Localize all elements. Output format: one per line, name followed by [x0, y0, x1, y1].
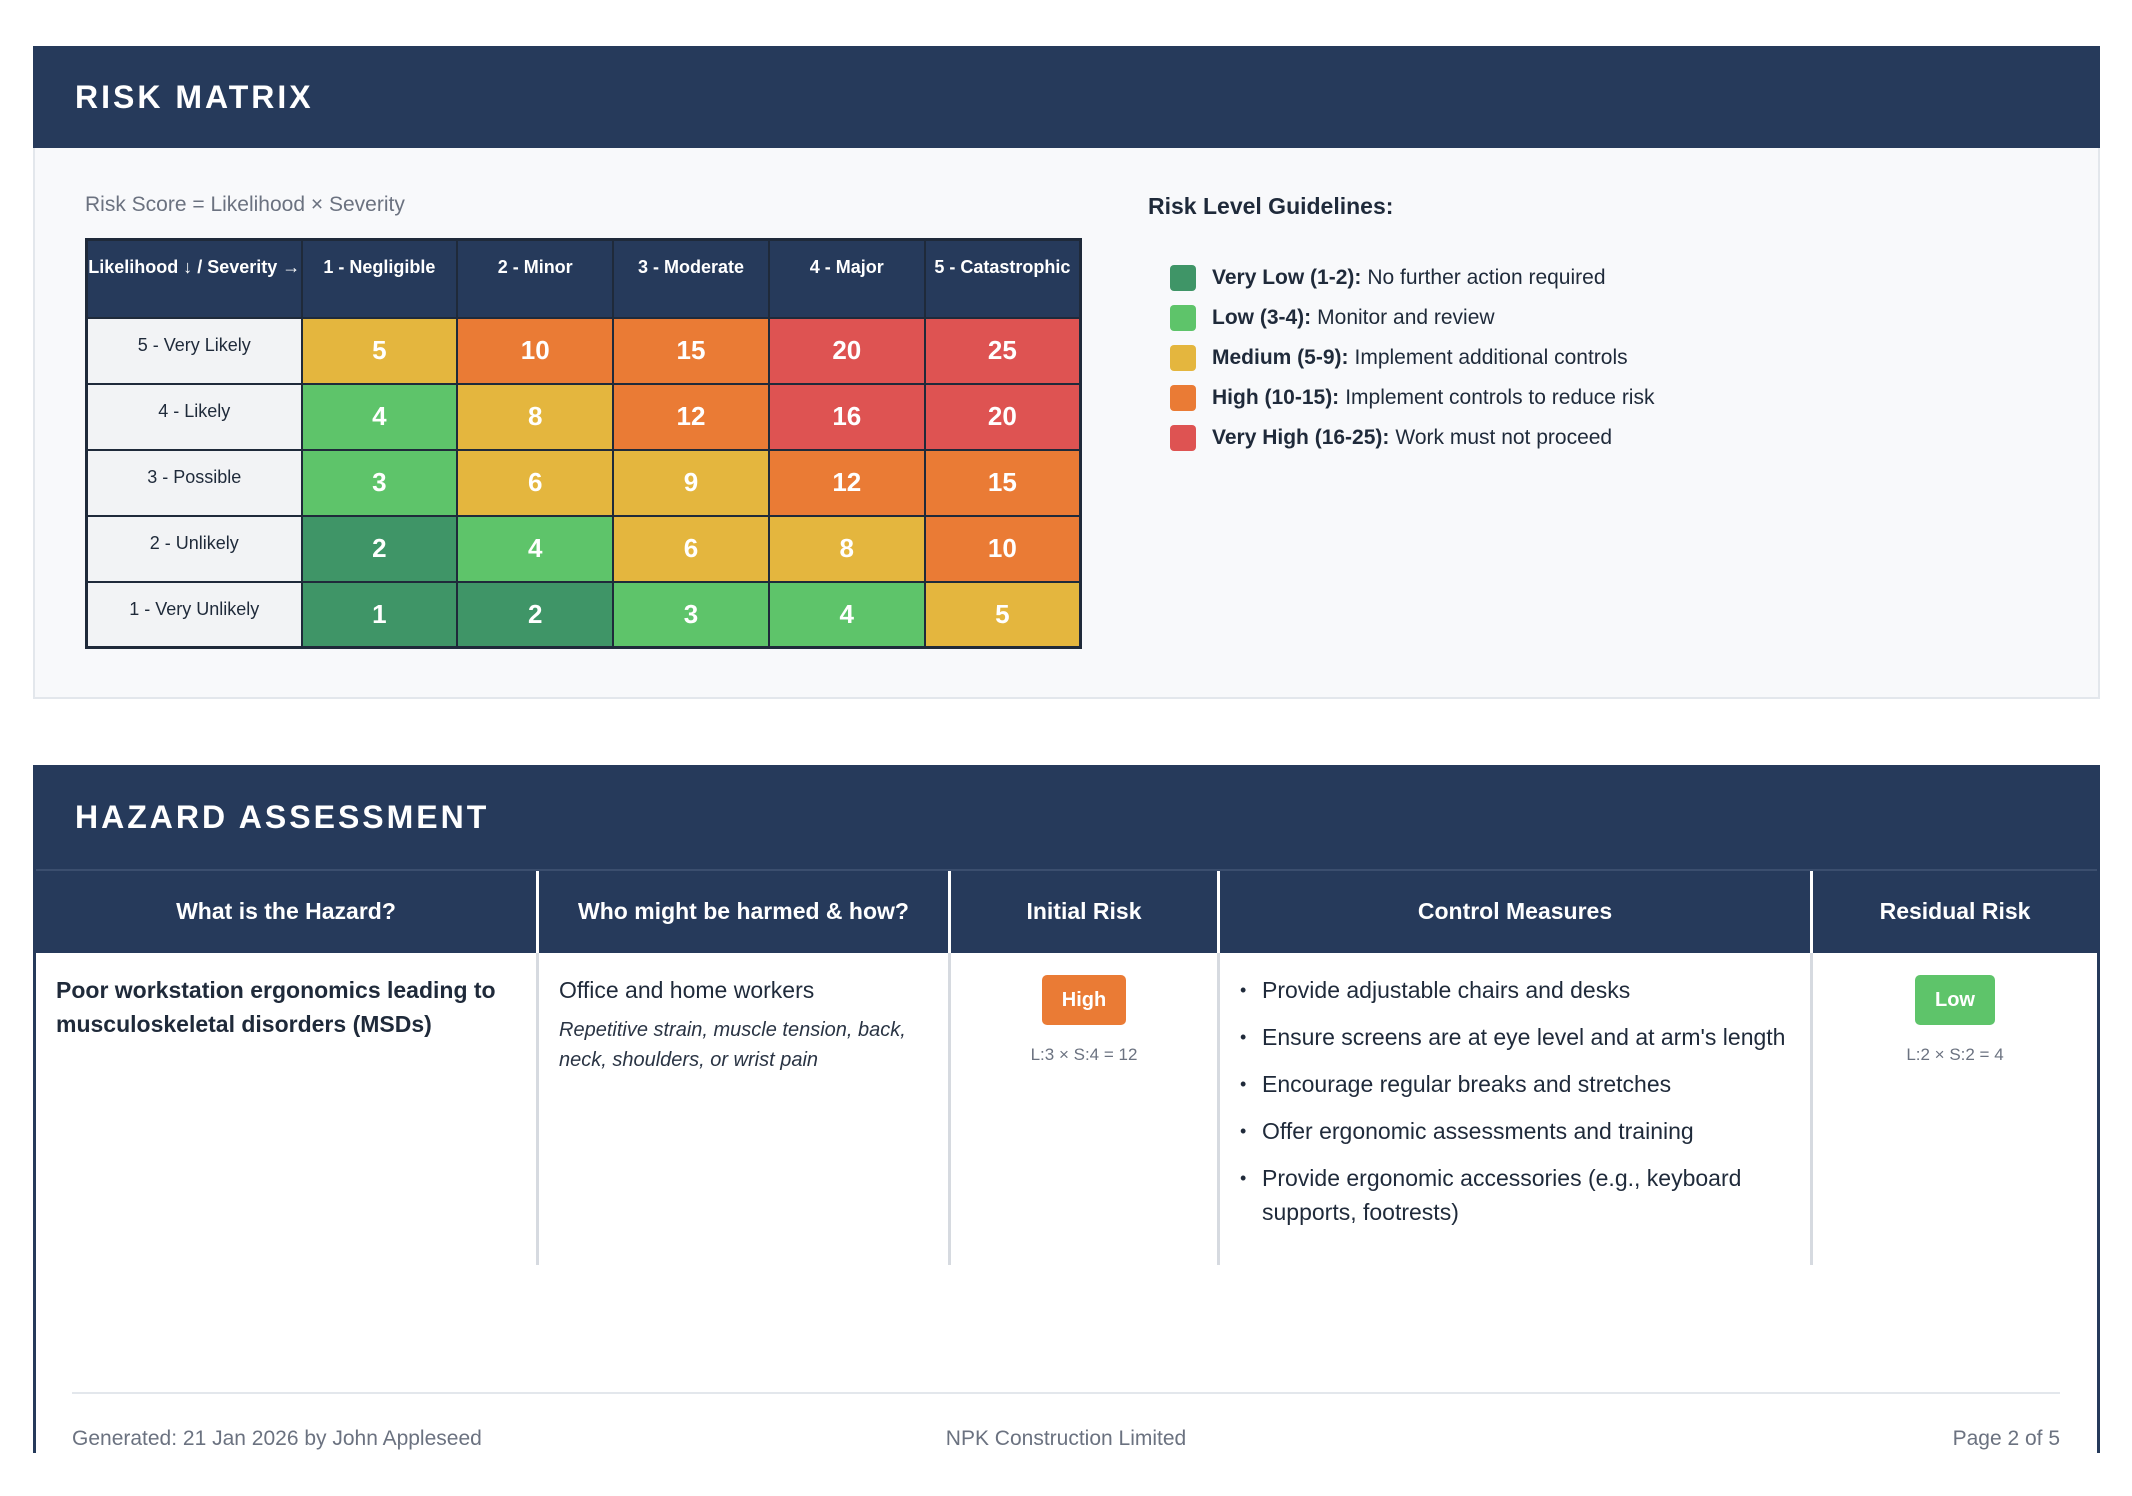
controls-cell: Provide adjustable chairs and desks Ensu… — [1220, 953, 1813, 1265]
matrix-cell: 3 — [612, 580, 770, 649]
list-item: Ensure screens are at eye level and at a… — [1240, 1020, 1790, 1054]
guideline-level: Medium (5-9): — [1212, 346, 1349, 369]
matrix-cell: 8 — [767, 514, 926, 583]
matrix-cell: 5 — [923, 580, 1082, 649]
footer-page-number: Page 2 of 5 — [1952, 1427, 2060, 1450]
matrix-cell: 4 — [456, 514, 615, 583]
who-harmed: Office and home workers — [559, 977, 815, 1003]
matrix-cell: 20 — [923, 382, 1082, 451]
guideline-level: High (10-15): — [1212, 386, 1340, 409]
guideline-level: Low (3-4): — [1212, 306, 1312, 329]
residual-risk-badge: Low — [1915, 975, 1995, 1025]
matrix-row: 4 - Likely 4 8 12 16 20 — [85, 382, 1082, 451]
guideline-item: High (10-15): Implement controls to redu… — [1170, 378, 1654, 418]
matrix-cell: 1 — [300, 580, 459, 649]
hazard-assessment-table: What is the Hazard? Who might be harmed … — [33, 869, 2100, 1453]
risk-matrix-panel: Risk Score = Likelihood × Severity Likel… — [33, 148, 2100, 699]
matrix-cell: 20 — [767, 316, 926, 385]
matrix-row: 2 - Unlikely 2 4 6 8 10 — [85, 514, 1082, 583]
likelihood-label: 4 - Likely — [85, 382, 303, 451]
guideline-text: No further action required — [1367, 266, 1606, 289]
severity-header: 1 - Negligible — [300, 238, 459, 319]
guideline-text: Implement controls to reduce risk — [1345, 386, 1655, 409]
residual-risk-calc: L:2 × S:2 = 4 — [1906, 1045, 2004, 1064]
guideline-item: Very Low (1-2): No further action requir… — [1170, 258, 1654, 298]
footer-divider — [72, 1392, 2060, 1394]
matrix-cell: 2 — [456, 580, 615, 649]
matrix-cell: 12 — [612, 382, 770, 451]
hazard-description: Poor workstation ergonomics leading to m… — [56, 977, 496, 1037]
severity-header: 4 - Major — [767, 238, 926, 319]
matrix-cell: 4 — [767, 580, 926, 649]
guideline-item: Low (3-4): Monitor and review — [1170, 298, 1654, 338]
matrix-cell: 8 — [456, 382, 615, 451]
risk-matrix-header: RISK MATRIX — [33, 46, 2100, 148]
likelihood-label: 2 - Unlikely — [85, 514, 303, 583]
matrix-cell: 3 — [300, 448, 459, 517]
column-header-controls: Control Measures — [1220, 871, 1813, 953]
table-row: Poor workstation ergonomics leading to m… — [36, 953, 2097, 1265]
matrix-cell: 5 — [300, 316, 459, 385]
low-swatch — [1170, 305, 1196, 331]
matrix-cell: 6 — [456, 448, 615, 517]
matrix-cell: 2 — [300, 514, 459, 583]
likelihood-label: 1 - Very Unlikely — [85, 580, 303, 649]
column-header-who: Who might be harmed & how? — [539, 871, 951, 953]
guideline-item: Very High (16-25): Work must not proceed — [1170, 418, 1654, 458]
initial-risk-calc: L:3 × S:4 = 12 — [1030, 1045, 1138, 1064]
matrix-cell: 25 — [923, 316, 1082, 385]
very-high-swatch — [1170, 425, 1196, 451]
matrix-cell: 16 — [767, 382, 926, 451]
who-cell: Office and home workers Repetitive strai… — [539, 953, 951, 1265]
guideline-level: Very High (16-25): — [1212, 426, 1390, 449]
list-item: Encourage regular breaks and stretches — [1240, 1067, 1790, 1101]
guideline-level: Very Low (1-2): — [1212, 266, 1362, 289]
footer-company: NPK Construction Limited — [945, 1427, 1187, 1450]
list-item: Offer ergonomic assessments and training — [1240, 1114, 1790, 1148]
matrix-cell: 10 — [923, 514, 1082, 583]
risk-formula: Risk Score = Likelihood × Severity — [85, 193, 405, 216]
matrix-cell: 4 — [300, 382, 459, 451]
hazard-table-header: What is the Hazard? Who might be harmed … — [36, 869, 2097, 953]
matrix-row: 5 - Very Likely 5 10 15 20 25 — [85, 316, 1082, 385]
matrix-cell: 6 — [612, 514, 770, 583]
guideline-text: Implement additional controls — [1354, 346, 1628, 369]
matrix-row: 1 - Very Unlikely 1 2 3 4 5 — [85, 580, 1082, 649]
hazard-assessment-header: HAZARD ASSESSMENT — [33, 765, 2100, 869]
high-swatch — [1170, 385, 1196, 411]
matrix-row: 3 - Possible 3 6 9 12 15 — [85, 448, 1082, 517]
severity-header: 5 - Catastrophic — [923, 238, 1082, 319]
initial-risk-badge: High — [1041, 975, 1127, 1025]
how-harmed: Repetitive strain, muscle tension, back,… — [559, 1019, 906, 1071]
footer-generated: Generated: 21 Jan 2026 by John Appleseed — [72, 1427, 482, 1450]
column-header-hazard: What is the Hazard? — [36, 871, 539, 953]
column-header-initial-risk: Initial Risk — [951, 871, 1220, 953]
medium-swatch — [1170, 345, 1196, 371]
matrix-cell: 9 — [612, 448, 770, 517]
matrix-header-row: Likelihood ↓ / Severity → 1 - Negligible… — [85, 238, 1082, 319]
column-header-residual-risk: Residual Risk — [1879, 898, 2031, 924]
severity-header: 2 - Minor — [456, 238, 615, 319]
list-item: Provide ergonomic accessories (e.g., key… — [1240, 1161, 1790, 1229]
control-measures-list: Provide adjustable chairs and desks Ensu… — [1240, 973, 1790, 1229]
matrix-corner-label: Likelihood ↓ / Severity → — [85, 238, 303, 319]
list-item: Provide adjustable chairs and desks — [1240, 973, 1790, 1007]
risk-guidelines: Risk Level Guidelines: Very Low (1-2): N… — [1148, 193, 1654, 458]
matrix-cell: 10 — [456, 316, 615, 385]
matrix-cell: 12 — [767, 448, 926, 517]
residual-risk-cell: Low L:2 × S:2 = 4 — [1813, 953, 2097, 1265]
hazard-cell: Poor workstation ergonomics leading to m… — [36, 953, 539, 1265]
likelihood-label: 5 - Very Likely — [85, 316, 303, 385]
severity-header: 3 - Moderate — [612, 238, 770, 319]
very-low-swatch — [1170, 265, 1196, 291]
matrix-cell: 15 — [923, 448, 1082, 517]
guideline-text: Work must not proceed — [1395, 426, 1613, 449]
guideline-text: Monitor and review — [1317, 306, 1495, 329]
likelihood-label: 3 - Possible — [85, 448, 303, 517]
initial-risk-cell: High L:3 × S:4 = 12 — [951, 953, 1220, 1265]
matrix-cell: 15 — [612, 316, 770, 385]
guidelines-title: Risk Level Guidelines: — [1148, 193, 1394, 219]
risk-matrix-table: Likelihood ↓ / Severity → 1 - Negligible… — [85, 238, 1082, 649]
guideline-item: Medium (5-9): Implement additional contr… — [1170, 338, 1654, 378]
